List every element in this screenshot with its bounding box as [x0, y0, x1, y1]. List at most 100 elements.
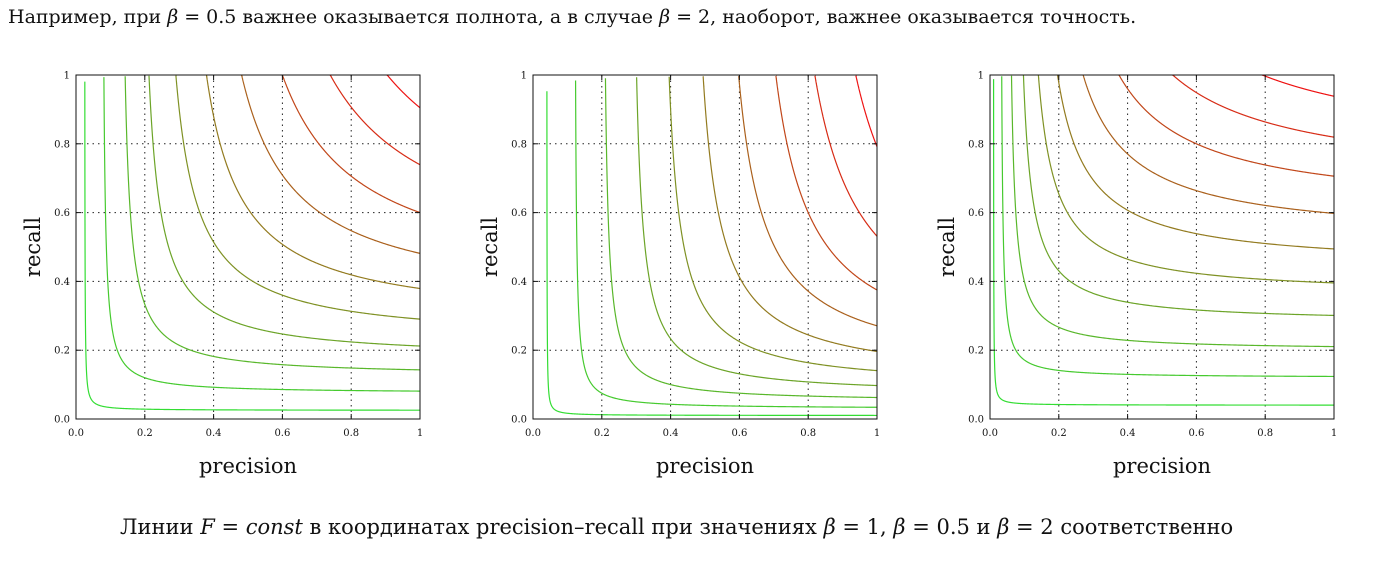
y-tick-label: 0.6	[54, 208, 70, 219]
intro-sentence: Например, при β = 0.5 важнее оказывается…	[8, 6, 1136, 28]
caption-part2: в координатах precision–recall при значе…	[302, 515, 824, 539]
plot-frame	[75, 74, 421, 420]
y-tick-label: 0.6	[968, 208, 984, 219]
x-tick-label: 0.4	[206, 428, 222, 439]
caption-part1: Линии	[120, 515, 201, 539]
y-axis-title: recall	[21, 217, 45, 277]
f-const-curve	[1082, 75, 1334, 214]
x-axis-title: precision	[199, 454, 297, 478]
caption-beta: β	[997, 515, 1010, 539]
y-tick-label: 0.4	[511, 277, 527, 288]
f-lines-chart-beta-2: 0.0 0.0 0.2 0.2 0.4 0.4 0.6 0.6 0.8 0.8 1 1 precisio…	[935, 71, 1337, 479]
y-tick-label: 0.8	[54, 139, 70, 150]
caption-part3: соответственно	[1053, 515, 1234, 539]
x-tick-label: 0.0	[525, 428, 541, 439]
y-tick-label: 1	[978, 71, 984, 82]
y-tick-label: 0.4	[54, 277, 70, 288]
x-tick-label: 0.0	[982, 428, 998, 439]
caption-v3: = 2	[1009, 515, 1054, 539]
f-const-curve	[738, 75, 877, 327]
f-lines-chart-beta-1: 0.0 0.0 0.2 0.2 0.4 0.4 0.6 0.6 0.8 0.8 1 1 precisio…	[21, 71, 423, 479]
f-const-curve	[1261, 75, 1334, 97]
figure-caption: Линии F = const в координатах precision–…	[120, 515, 1233, 539]
f-const-curve	[702, 75, 877, 353]
f-const-curve	[148, 75, 420, 347]
x-tick-label: 0.8	[800, 428, 816, 439]
f-lines-chart-beta-0-5: 0.0 0.0 0.2 0.2 0.4 0.4 0.6 0.6 0.8 0.8 1 1 precisio…	[478, 71, 880, 479]
beta-symbol: β	[167, 6, 179, 28]
f-const-curve	[574, 80, 877, 408]
x-tick-label: 0.4	[1120, 428, 1136, 439]
caption-beta: β	[893, 515, 906, 539]
f-const-curve	[329, 75, 420, 166]
y-tick-label: 1	[64, 71, 70, 82]
intro-part2: важнее оказывается полнота, а в случае	[236, 6, 660, 28]
y-axis-title: recall	[478, 217, 502, 277]
f-const-curve	[241, 75, 420, 254]
f-const-curve	[84, 81, 420, 411]
x-tick-label: 0.6	[1188, 428, 1204, 439]
caption-beta: β	[823, 515, 836, 539]
y-tick-label: 0.8	[968, 139, 984, 150]
f-const-curve	[775, 75, 877, 291]
f-const-curve	[103, 77, 420, 392]
caption-v1: = 1	[835, 515, 881, 539]
f-const-curve	[1010, 75, 1334, 348]
y-tick-label: 0.0	[968, 415, 984, 426]
y-tick-label: 1	[521, 71, 527, 82]
f-const-curve	[1001, 76, 1334, 378]
caption-sep2: и	[969, 515, 998, 539]
x-axis-title: precision	[656, 454, 754, 478]
intro-part3: , наоборот, важнее оказывается точность.	[710, 6, 1137, 28]
intro-part1: Например, при	[8, 6, 168, 28]
x-tick-label: 1	[417, 428, 423, 439]
f-const-curve	[175, 75, 420, 320]
x-tick-label: 1	[874, 428, 880, 439]
f-const-curve	[855, 75, 877, 147]
f-const-curve	[546, 91, 877, 417]
x-tick-label: 0.0	[68, 428, 84, 439]
f-const-curve	[992, 79, 1334, 406]
f-const-curve	[124, 76, 420, 371]
caption-sep1: ,	[880, 515, 894, 539]
y-tick-label: 0.8	[511, 139, 527, 150]
x-tick-label: 1	[1331, 428, 1337, 439]
beta-symbol: β	[659, 6, 671, 28]
caption-v2: = 0.5	[905, 515, 970, 539]
x-tick-label: 0.6	[274, 428, 290, 439]
x-tick-label: 0.4	[663, 428, 679, 439]
f-const-curve	[814, 75, 877, 237]
y-tick-label: 0.2	[968, 346, 984, 357]
x-tick-label: 0.8	[343, 428, 359, 439]
f-const-curve	[636, 77, 877, 387]
f-const-curve	[1037, 75, 1334, 284]
y-tick-label: 0.2	[511, 346, 527, 357]
beta-two-value: = 2	[670, 6, 711, 28]
caption-eq: =	[214, 515, 246, 539]
beta-half-value: = 0.5	[178, 6, 237, 28]
f-const-curve	[668, 76, 877, 372]
f-const-curve	[1118, 75, 1334, 177]
f-const-curve	[1022, 75, 1334, 317]
plot-frame	[532, 74, 878, 420]
x-tick-label: 0.2	[1051, 428, 1067, 439]
y-tick-label: 0.0	[54, 415, 70, 426]
f-const-curve	[1172, 75, 1334, 138]
y-tick-label: 0.2	[54, 346, 70, 357]
y-axis-title: recall	[935, 217, 959, 277]
f-const-curve	[386, 75, 420, 109]
caption-F: F	[200, 515, 215, 539]
plot-frame	[989, 74, 1335, 420]
y-tick-label: 0.4	[968, 277, 984, 288]
caption-const: const	[245, 515, 303, 539]
f-const-curve	[205, 75, 420, 290]
x-tick-label: 0.6	[731, 428, 747, 439]
x-tick-label: 0.2	[594, 428, 610, 439]
f-const-curve	[1057, 75, 1334, 250]
f-const-curve	[281, 75, 420, 214]
x-tick-label: 0.2	[137, 428, 153, 439]
y-tick-label: 0.6	[511, 208, 527, 219]
x-axis-title: precision	[1113, 454, 1211, 478]
f-const-curve	[604, 78, 877, 399]
x-tick-label: 0.8	[1257, 428, 1273, 439]
